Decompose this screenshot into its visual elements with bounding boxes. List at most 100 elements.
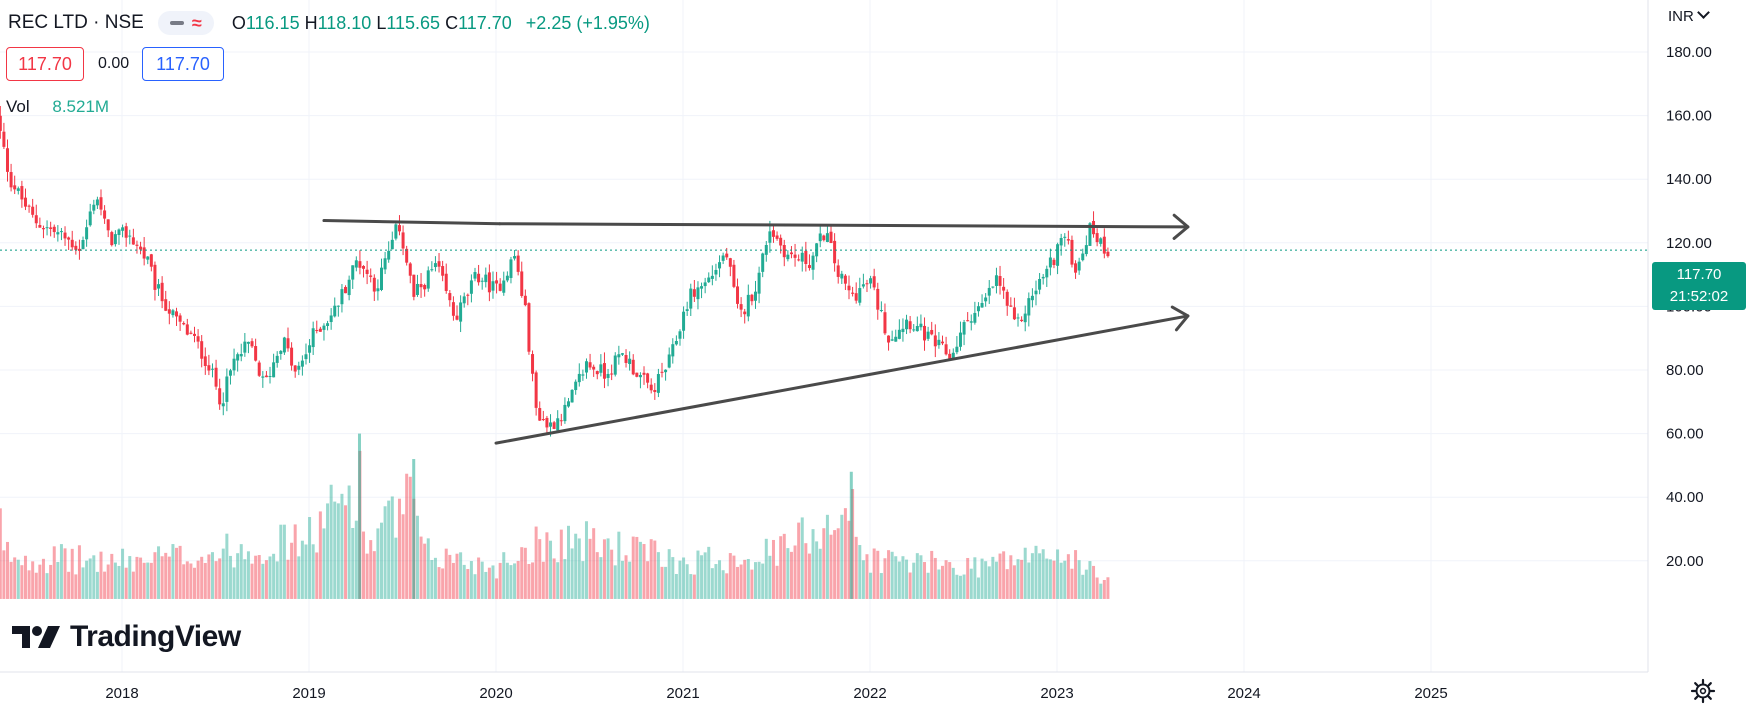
- volume-bar: [121, 548, 125, 599]
- volume-bar: [67, 571, 71, 599]
- volume-bar: [315, 552, 319, 599]
- sell-button[interactable]: 117.70: [6, 47, 84, 81]
- symbol-title[interactable]: REC LTD · NSE: [8, 12, 144, 33]
- volume-bar: [390, 496, 394, 599]
- candle-body: [847, 285, 851, 291]
- volume-bar: [613, 565, 617, 599]
- candle-body: [879, 310, 883, 312]
- candle-body: [962, 322, 966, 335]
- candle-body: [1056, 244, 1060, 266]
- volume-bar: [876, 550, 880, 599]
- candle-body: [592, 366, 596, 370]
- candle-body: [423, 284, 427, 290]
- volume-bar: [372, 551, 376, 599]
- candle-body: [261, 376, 265, 378]
- volume-bar: [1034, 545, 1038, 599]
- volume-legend: Vol 8.521M: [6, 97, 109, 117]
- candle-body: [743, 311, 747, 315]
- legend-toggle-button[interactable]: ≈: [157, 11, 214, 35]
- candle-body: [459, 302, 463, 322]
- currency-selector[interactable]: INR: [1668, 6, 1710, 25]
- volume-bar: [59, 544, 63, 599]
- candle-body: [27, 205, 31, 207]
- volume-bar: [1070, 568, 1074, 599]
- tradingview-logo[interactable]: TradingView: [10, 620, 241, 654]
- candle-body: [984, 297, 988, 302]
- candle-body: [203, 356, 207, 367]
- time-axis[interactable]: 2018 2019 2020 2021 2022 2023 2024 2025: [105, 685, 1447, 702]
- candle-body: [649, 384, 653, 391]
- candle-body: [728, 258, 732, 267]
- candle-body: [502, 280, 506, 293]
- candle-body: [92, 204, 96, 211]
- x-tick-label: 2020: [479, 685, 512, 702]
- volume-bar: [99, 551, 103, 599]
- volume-bar: [829, 534, 833, 599]
- tradingview-logo-icon: [12, 626, 60, 648]
- trendline[interactable]: [498, 222, 1190, 229]
- candle-body: [275, 355, 279, 363]
- volume-bar: [214, 561, 218, 599]
- buy-button[interactable]: 117.70: [142, 47, 224, 81]
- volume-bar: [441, 568, 445, 599]
- candle-body: [829, 231, 833, 244]
- volume-bar: [692, 574, 696, 599]
- volume-bar: [563, 559, 567, 599]
- candle-body: [915, 325, 919, 332]
- candle-body: [858, 288, 862, 303]
- candle-body: [1027, 298, 1031, 316]
- candle-body: [1034, 290, 1038, 295]
- trendline[interactable]: [322, 219, 502, 226]
- volume-bar: [394, 537, 398, 599]
- volume-bar: [365, 553, 369, 599]
- candle-body: [164, 299, 168, 311]
- candle-body: [142, 247, 146, 259]
- volume-bar: [926, 572, 930, 599]
- volume-bar: [200, 556, 204, 599]
- candle-body: [789, 252, 793, 255]
- volume-bar: [239, 544, 243, 599]
- candle-body: [167, 309, 171, 314]
- candle-body: [1041, 276, 1045, 279]
- volume-bar: [232, 567, 236, 599]
- candle-body: [444, 273, 448, 291]
- candle-body: [52, 226, 56, 233]
- gear-icon[interactable]: [1690, 678, 1716, 704]
- volume-bar: [455, 553, 459, 599]
- volume-bar: [272, 553, 276, 599]
- volume-bar: [836, 528, 840, 599]
- candle-body: [822, 235, 826, 241]
- volume-bar: [264, 560, 268, 599]
- candle-body: [139, 246, 143, 250]
- candle-body: [937, 339, 941, 346]
- volume-bar: [858, 545, 862, 599]
- volume-bar: [1030, 553, 1034, 599]
- candle-body: [678, 331, 682, 339]
- volume-bar: [1088, 561, 1092, 599]
- volume-bar: [761, 563, 765, 599]
- candle-body: [1030, 295, 1034, 301]
- volume-bar: [556, 562, 560, 599]
- volume-bar: [473, 574, 477, 599]
- candle-body: [638, 374, 642, 378]
- ohlc-values: O116.15 H118.10 L115.65 C117.70: [231, 12, 512, 33]
- trendlines[interactable]: [322, 213, 1190, 445]
- volume-bar: [1002, 551, 1006, 599]
- volume-bar: [340, 493, 344, 599]
- candle-body: [721, 255, 725, 261]
- candle-body: [272, 362, 276, 378]
- candle-body: [214, 367, 218, 387]
- candle-body: [552, 422, 556, 429]
- candle-body: [362, 265, 366, 269]
- candle-body: [656, 374, 660, 393]
- candle-body: [9, 172, 13, 188]
- candle-body: [987, 287, 991, 296]
- price-axis[interactable]: 180.00160.00140.00120.00100.0080.0060.00…: [1666, 44, 1712, 570]
- candle-body: [549, 422, 553, 427]
- candle-body: [750, 294, 754, 302]
- x-tick-label: 2022: [853, 685, 886, 702]
- candlesticks: [0, 105, 1110, 437]
- trendline[interactable]: [494, 314, 1190, 445]
- candle-body: [509, 259, 513, 278]
